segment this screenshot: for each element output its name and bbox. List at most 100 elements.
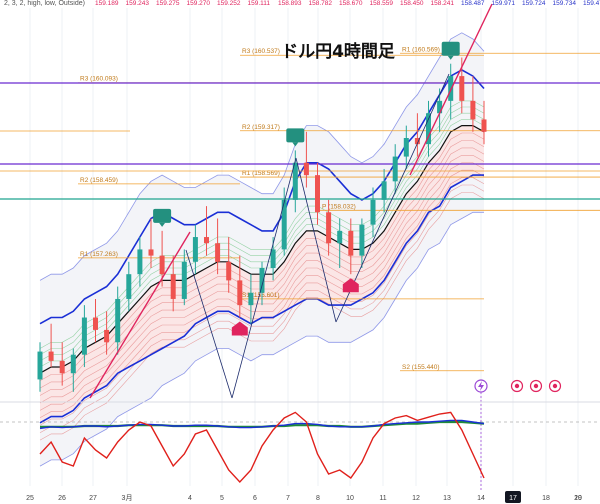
candle-body bbox=[292, 162, 298, 200]
indicator-value: 159.111 bbox=[248, 0, 271, 7]
lightning-glyph bbox=[478, 381, 484, 391]
candle[interactable] bbox=[426, 100, 431, 157]
x-axis-label: 27 bbox=[89, 495, 97, 502]
candle[interactable] bbox=[248, 274, 254, 324]
candle[interactable] bbox=[303, 131, 309, 188]
pivot-label: R2 (159.317) bbox=[242, 124, 280, 131]
candle[interactable] bbox=[192, 224, 198, 275]
candle[interactable] bbox=[403, 125, 409, 169]
candle-body bbox=[48, 351, 54, 361]
indicator-value: 159.724 bbox=[522, 0, 546, 7]
candle-body bbox=[159, 255, 165, 275]
indicator-value: 159.252 bbox=[217, 0, 241, 7]
marker-pointer bbox=[292, 142, 299, 147]
candle[interactable] bbox=[370, 187, 376, 238]
economic-event-dot bbox=[552, 383, 558, 389]
candle[interactable] bbox=[204, 206, 209, 256]
candle-body bbox=[192, 237, 198, 262]
candle-body bbox=[215, 243, 221, 262]
candle[interactable] bbox=[414, 113, 420, 157]
candle[interactable] bbox=[104, 311, 110, 355]
candle-body bbox=[270, 249, 276, 268]
candle[interactable] bbox=[437, 88, 443, 132]
sell-signal-marker[interactable] bbox=[153, 208, 172, 227]
candle-body bbox=[237, 280, 243, 306]
candle[interactable] bbox=[281, 187, 287, 256]
candle-body bbox=[248, 292, 254, 306]
candle[interactable] bbox=[59, 342, 65, 386]
candle-body bbox=[381, 181, 387, 200]
candle[interactable] bbox=[337, 218, 343, 268]
candle-body bbox=[303, 162, 309, 176]
candle[interactable] bbox=[48, 323, 54, 368]
x-axis-label: 6 bbox=[253, 495, 257, 502]
marker-box bbox=[153, 208, 172, 223]
indicator-value: 159.189 bbox=[95, 0, 119, 7]
candle[interactable] bbox=[481, 100, 487, 145]
buy-signal-marker[interactable] bbox=[342, 278, 359, 293]
candle[interactable] bbox=[359, 218, 365, 268]
candle[interactable] bbox=[70, 348, 76, 392]
candle[interactable] bbox=[126, 261, 132, 312]
candle-body bbox=[115, 298, 121, 343]
band-upper bbox=[39, 68, 485, 325]
x-axis-label: 5 bbox=[220, 495, 224, 502]
candle-body bbox=[414, 138, 420, 145]
pivot-label: R1 (158.569) bbox=[242, 170, 280, 177]
candle[interactable] bbox=[137, 237, 143, 287]
candle-body bbox=[348, 230, 354, 256]
sell-signal-marker[interactable] bbox=[441, 41, 460, 60]
indicator-value: 158.450 bbox=[400, 0, 424, 7]
candle[interactable] bbox=[181, 249, 187, 306]
candle[interactable] bbox=[392, 144, 398, 194]
marker-pointer bbox=[159, 222, 166, 227]
signal-markers[interactable] bbox=[153, 41, 460, 336]
candle-body bbox=[337, 230, 343, 244]
x-axis-label: 11 bbox=[379, 495, 386, 502]
candle[interactable] bbox=[381, 168, 387, 213]
candle[interactable] bbox=[326, 199, 332, 256]
event-icons[interactable] bbox=[474, 379, 562, 490]
indicator-value: 158.782 bbox=[309, 0, 333, 7]
candle[interactable] bbox=[93, 298, 98, 343]
ribbon-line-green bbox=[39, 100, 485, 349]
candle-body bbox=[226, 261, 232, 281]
candles[interactable] bbox=[37, 57, 487, 392]
indicator-value: 158.670 bbox=[339, 0, 363, 7]
candle[interactable] bbox=[470, 76, 476, 132]
candle-body bbox=[181, 261, 187, 299]
x-axis-label: 14 bbox=[477, 495, 485, 502]
bollinger-bands bbox=[39, 32, 485, 467]
candle-body bbox=[481, 119, 487, 132]
ribbon-line bbox=[39, 192, 485, 441]
indicator-value: 159.971 bbox=[492, 0, 516, 7]
candle[interactable] bbox=[237, 255, 243, 318]
sell-signal-marker[interactable] bbox=[286, 128, 305, 147]
x-axis-label: 4 bbox=[188, 495, 192, 502]
candle[interactable] bbox=[81, 305, 87, 368]
candle[interactable] bbox=[315, 162, 320, 225]
candle[interactable] bbox=[226, 237, 232, 293]
candle[interactable] bbox=[148, 218, 154, 268]
candle-body bbox=[403, 138, 409, 157]
trend-line bbox=[409, 3, 493, 176]
candle-body bbox=[37, 351, 43, 380]
candle[interactable] bbox=[259, 261, 265, 306]
x-axis-label: 13 bbox=[443, 495, 451, 502]
candle-body bbox=[459, 76, 465, 101]
indicator-value: 158.487 bbox=[461, 0, 485, 7]
buy-signal-marker[interactable] bbox=[231, 321, 248, 336]
x-axis-label: 17 bbox=[509, 495, 517, 502]
candle-body bbox=[359, 224, 365, 256]
candle[interactable] bbox=[215, 218, 221, 275]
candle[interactable] bbox=[348, 218, 354, 275]
pivot-label: S2 (155.440) bbox=[402, 364, 440, 371]
candle[interactable] bbox=[37, 342, 43, 392]
indicator-values: 159.189 159.243 159.275 159.270 159.252 159.1… bbox=[95, 0, 600, 7]
pivot-label: R2 (158.459) bbox=[80, 177, 118, 184]
candle[interactable] bbox=[170, 255, 176, 312]
candle-body bbox=[81, 317, 87, 355]
indicator-value: 159.476 bbox=[583, 0, 600, 7]
candle[interactable] bbox=[115, 286, 121, 355]
